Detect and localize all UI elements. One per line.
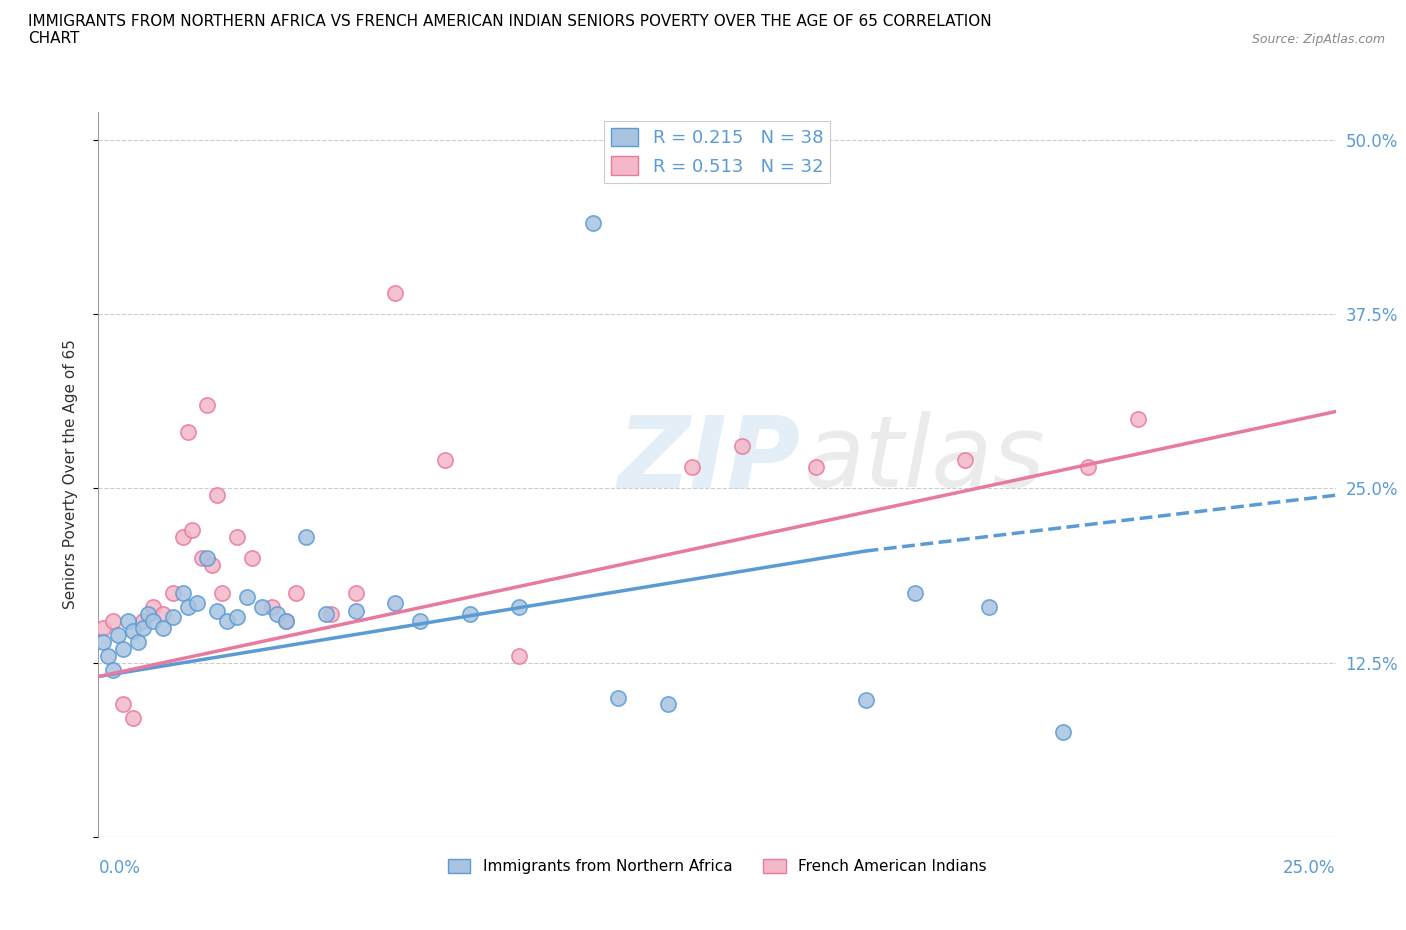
Point xyxy=(315,606,337,621)
Point xyxy=(103,614,125,629)
Point xyxy=(172,586,194,601)
Point xyxy=(162,609,184,624)
Point xyxy=(344,604,367,618)
Text: Source: ZipAtlas.com: Source: ZipAtlas.com xyxy=(1251,33,1385,46)
Text: 25.0%: 25.0% xyxy=(1284,858,1336,877)
Point xyxy=(152,606,174,621)
Point xyxy=(103,662,125,677)
Point xyxy=(458,606,481,621)
Point xyxy=(319,606,342,621)
Point xyxy=(107,628,129,643)
Point xyxy=(112,642,135,657)
Point xyxy=(295,530,318,545)
Point xyxy=(904,586,927,601)
Point xyxy=(285,586,308,601)
Point xyxy=(804,460,827,475)
Point xyxy=(344,586,367,601)
Point xyxy=(236,590,259,604)
Y-axis label: Seniors Poverty Over the Age of 65: Seniors Poverty Over the Age of 65 xyxy=(63,339,77,609)
Legend: Immigrants from Northern Africa, French American Indians: Immigrants from Northern Africa, French … xyxy=(441,853,993,880)
Point xyxy=(250,600,273,615)
Text: IMMIGRANTS FROM NORTHERN AFRICA VS FRENCH AMERICAN INDIAN SENIORS POVERTY OVER T: IMMIGRANTS FROM NORTHERN AFRICA VS FRENC… xyxy=(28,14,991,46)
Point xyxy=(181,523,204,538)
Point xyxy=(97,648,120,663)
Point xyxy=(276,614,298,629)
Point xyxy=(205,488,228,503)
Point xyxy=(176,425,198,440)
Point xyxy=(607,690,630,705)
Text: ZIP: ZIP xyxy=(619,411,801,509)
Point xyxy=(384,286,406,300)
Point xyxy=(409,614,432,629)
Point xyxy=(855,693,877,708)
Text: 0.0%: 0.0% xyxy=(98,858,141,877)
Point xyxy=(195,397,218,412)
Point xyxy=(266,606,288,621)
Text: atlas: atlas xyxy=(804,411,1045,509)
Point xyxy=(508,600,530,615)
Point xyxy=(1077,460,1099,475)
Point xyxy=(132,620,155,635)
Point xyxy=(953,453,976,468)
Point xyxy=(226,609,249,624)
Point xyxy=(191,551,214,565)
Point xyxy=(122,623,145,638)
Point xyxy=(142,600,165,615)
Point xyxy=(132,614,155,629)
Point xyxy=(582,216,605,231)
Point xyxy=(226,530,249,545)
Point xyxy=(127,634,149,649)
Point xyxy=(979,600,1001,615)
Point xyxy=(276,614,298,629)
Point xyxy=(176,600,198,615)
Point xyxy=(731,439,754,454)
Point xyxy=(211,586,233,601)
Point xyxy=(136,606,159,621)
Point xyxy=(217,614,239,629)
Point xyxy=(122,711,145,726)
Point xyxy=(195,551,218,565)
Point xyxy=(384,595,406,610)
Point xyxy=(657,698,679,712)
Point xyxy=(433,453,456,468)
Point xyxy=(162,586,184,601)
Point xyxy=(152,620,174,635)
Point xyxy=(260,600,283,615)
Point xyxy=(201,558,224,573)
Point xyxy=(172,530,194,545)
Point xyxy=(93,620,115,635)
Point xyxy=(142,614,165,629)
Point xyxy=(1126,411,1149,426)
Point xyxy=(1052,725,1074,740)
Point xyxy=(112,698,135,712)
Point xyxy=(117,614,139,629)
Point xyxy=(93,634,115,649)
Point xyxy=(681,460,703,475)
Point xyxy=(240,551,263,565)
Point xyxy=(508,648,530,663)
Point xyxy=(186,595,208,610)
Point xyxy=(205,604,228,618)
